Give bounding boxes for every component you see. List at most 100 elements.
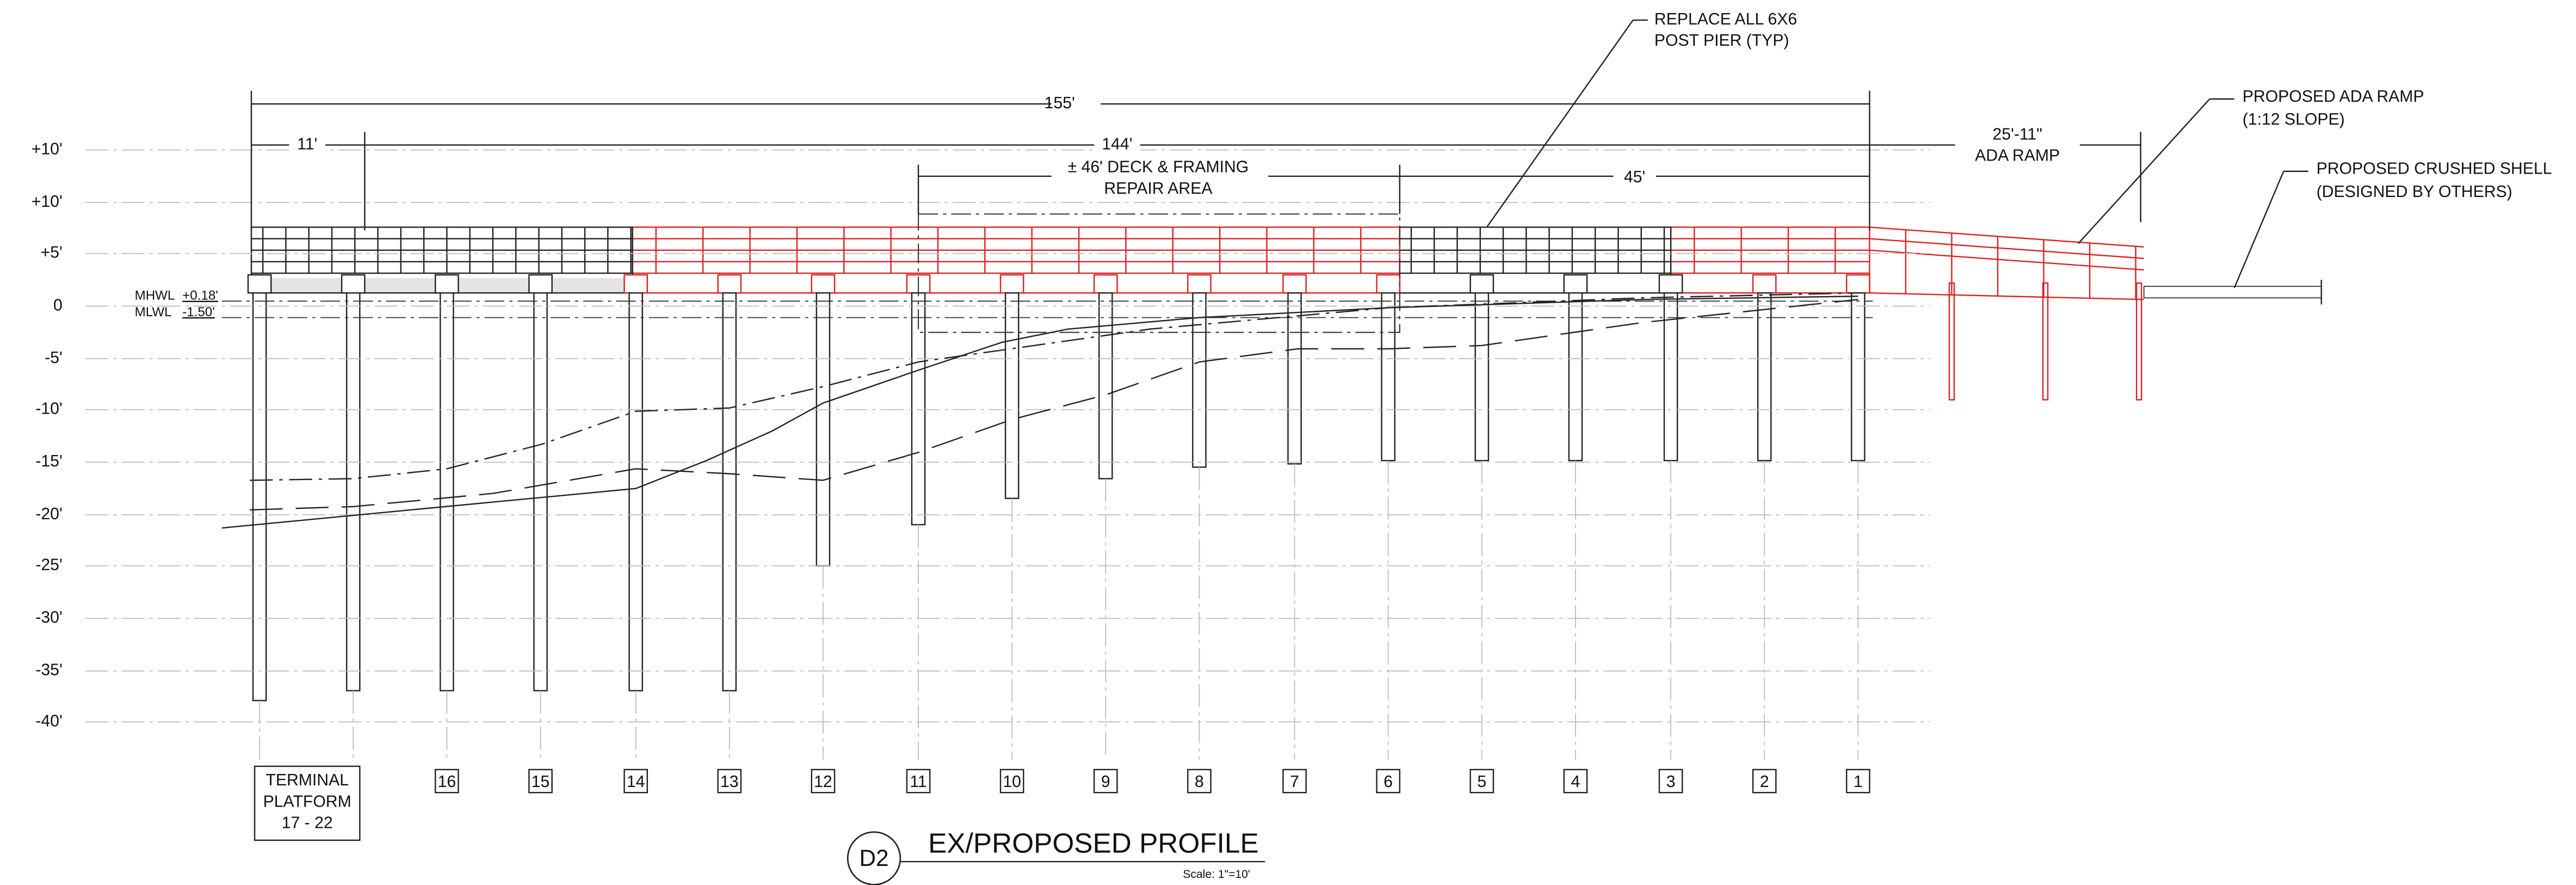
pier-box <box>1093 769 1118 794</box>
pile <box>1192 292 1207 468</box>
pile <box>816 292 831 567</box>
callout: PROPOSED CRUSHED SHELL <box>2316 160 2552 178</box>
pier-number: 7 <box>1290 773 1299 791</box>
callout: REPLACE ALL 6X6 <box>1654 10 1797 28</box>
pile <box>1474 292 1490 462</box>
elevation-label: 0 <box>53 296 63 314</box>
deck <box>1399 226 1672 294</box>
callout: PROPOSED ADA RAMP <box>2243 88 2424 106</box>
pile <box>1098 292 1113 480</box>
dim-repair: ± 46' DECK & FRAMING <box>1068 158 1249 176</box>
tide-value: -1.50' <box>182 305 215 319</box>
elevation-label: -10' <box>35 400 62 418</box>
elevation-label: -35' <box>35 661 62 679</box>
pile-cap <box>1752 274 1777 294</box>
ramp-pile <box>2042 282 2049 401</box>
pile <box>252 292 267 702</box>
ramp-rail <box>1869 238 2144 259</box>
tide-label: MHWL <box>135 288 175 303</box>
title: EX/PROPOSED PROFILE <box>928 827 1259 858</box>
pier-box <box>811 769 836 794</box>
elevation-label: +10' <box>32 140 63 158</box>
label-bg <box>1051 94 1101 114</box>
title-badge <box>847 831 901 885</box>
pier-number: 3 <box>1666 773 1676 791</box>
pier-box <box>435 769 459 794</box>
pile <box>911 292 926 526</box>
platform-box <box>254 765 361 841</box>
ground-profile <box>249 299 1858 511</box>
label-bg <box>1094 135 1140 155</box>
pier-box <box>1187 769 1212 794</box>
callout: POST PIER (TYP) <box>1654 32 1789 50</box>
tide-value: +0.18' <box>182 288 218 303</box>
pile-cap <box>1282 274 1307 294</box>
pier-number: 6 <box>1383 773 1393 791</box>
pile-cap <box>623 274 648 294</box>
pile-cap <box>341 274 366 294</box>
elevation-label: -40' <box>35 712 62 730</box>
pile-cap <box>435 274 459 294</box>
pier-box <box>1658 769 1683 794</box>
label-bg <box>1613 166 1656 186</box>
pier-box <box>999 769 1024 794</box>
pile <box>722 292 737 692</box>
repair-area <box>917 213 1400 333</box>
elevation-label: +10' <box>32 193 63 211</box>
platform-label: TERMINAL <box>265 771 349 789</box>
pile-cap <box>528 274 553 294</box>
pier-box <box>717 769 742 794</box>
pier-number: 2 <box>1760 773 1769 791</box>
pile <box>1568 292 1583 462</box>
label-bg <box>1955 125 2080 168</box>
ground-profile <box>249 292 1858 481</box>
tide-label: MLWL <box>135 305 172 319</box>
pier-number: 8 <box>1195 773 1204 791</box>
pier-box <box>623 769 648 794</box>
dim-platform: 11' <box>297 135 317 153</box>
label-bg <box>1051 159 1269 200</box>
elevation-label: -15' <box>35 452 62 470</box>
pile <box>1287 292 1302 465</box>
pile-cap <box>1093 274 1118 294</box>
crushed-shell <box>2143 286 2322 299</box>
pier-box <box>1563 769 1588 794</box>
pile-cap <box>1187 274 1212 294</box>
elevation-label: -25' <box>35 556 62 574</box>
pier-box <box>1846 769 1870 794</box>
pile-cap <box>1469 274 1494 294</box>
pier-box <box>1752 769 1777 794</box>
pier-number: 9 <box>1101 773 1110 791</box>
pier-box <box>906 769 931 794</box>
pier-number: 11 <box>910 773 926 791</box>
pile <box>345 292 361 692</box>
pile-cap <box>1376 274 1401 294</box>
pier-box <box>1376 769 1401 794</box>
dim-overall: 155' <box>1045 94 1075 112</box>
dim-end: 45' <box>1624 168 1645 186</box>
scale: Scale: 1"=10' <box>1183 868 1250 881</box>
dim-ramp: ADA RAMP <box>1975 147 2060 165</box>
title-badge-text: D2 <box>860 845 889 871</box>
pile <box>1663 292 1678 462</box>
pile <box>628 292 643 692</box>
pier-number: 14 <box>627 773 645 791</box>
pile <box>1004 292 1020 499</box>
ramp-rail <box>1869 226 2144 248</box>
label-bg <box>289 135 325 155</box>
pile-cap <box>247 274 272 294</box>
pier-number: 15 <box>532 773 550 791</box>
platform-label: PLATFORM <box>263 792 351 810</box>
pile <box>1851 292 1865 462</box>
pile <box>440 292 454 692</box>
dim-pier: 144' <box>1102 135 1132 153</box>
pile-cap <box>811 274 836 294</box>
pier-number: 10 <box>1003 773 1021 791</box>
elevation-label: -20' <box>35 505 62 523</box>
dim-repair: REPAIR AREA <box>1104 180 1213 198</box>
pile <box>1381 292 1395 462</box>
dim-ramp: 25'-11" <box>1993 125 2042 143</box>
pier-box <box>1469 769 1494 794</box>
ramp-pile <box>1948 282 1955 401</box>
